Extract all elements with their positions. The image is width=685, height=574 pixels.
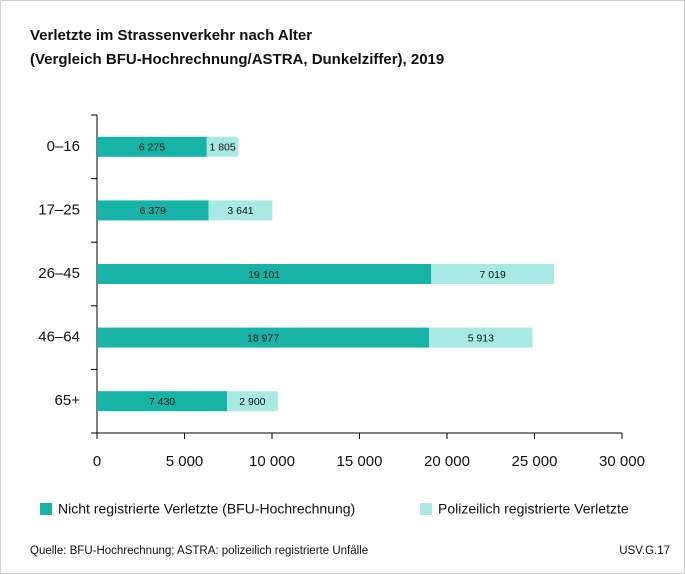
value-label: 7 430 — [149, 396, 175, 408]
bar — [431, 264, 555, 284]
value-label: 3 641 — [227, 205, 253, 217]
y-tick-label: 26–45 — [38, 265, 80, 282]
y-tick-label: 46–64 — [38, 329, 80, 346]
value-label: 1 805 — [209, 142, 235, 154]
bar — [206, 136, 239, 157]
x-tick-label: 10 000 — [249, 453, 295, 470]
x-tick-label: 5 000 — [166, 453, 204, 470]
bar — [227, 391, 278, 412]
x-tick-label: 25 000 — [512, 453, 558, 470]
value-label: 2 900 — [239, 396, 265, 408]
bar — [429, 327, 533, 348]
bar — [97, 136, 207, 157]
legend-swatch — [40, 503, 52, 515]
chart-title: Verletzte im Strassenverkehr nach Alter — [30, 27, 312, 44]
source: Quelle: BFU-Hochrechnung; ASTRA: polizei… — [30, 545, 368, 557]
bar — [97, 264, 432, 284]
value-label: 6 275 — [139, 142, 165, 154]
value-label: 6 379 — [140, 205, 166, 217]
value-label: 5 913 — [468, 332, 494, 344]
bar — [97, 327, 430, 348]
value-label: 7 019 — [480, 269, 506, 281]
y-tick-label: 65+ — [55, 392, 81, 409]
value-label: 19 101 — [248, 269, 280, 281]
chart-subtitle: (Vergleich BFU-Hochrechnung/ASTRA, Dunke… — [30, 51, 444, 68]
legend-label: Polizeilich registrierte Verletzte — [438, 501, 629, 517]
bar — [97, 200, 209, 221]
x-tick-label: 15 000 — [337, 453, 383, 470]
y-tick-label: 17–25 — [38, 201, 80, 218]
legend-swatch — [420, 503, 432, 515]
value-label: 18 977 — [247, 332, 279, 344]
bar — [97, 391, 228, 412]
y-tick-label: 0–16 — [47, 138, 80, 155]
x-tick-label: 20 000 — [424, 453, 470, 470]
x-tick-label: 0 — [93, 453, 101, 470]
x-tick-label: 30 000 — [599, 453, 645, 470]
legend-label: Nicht registrierte Verletzte (BFU-Hochre… — [58, 501, 355, 517]
note: USV.G.17 — [619, 545, 670, 557]
bar — [208, 200, 273, 221]
